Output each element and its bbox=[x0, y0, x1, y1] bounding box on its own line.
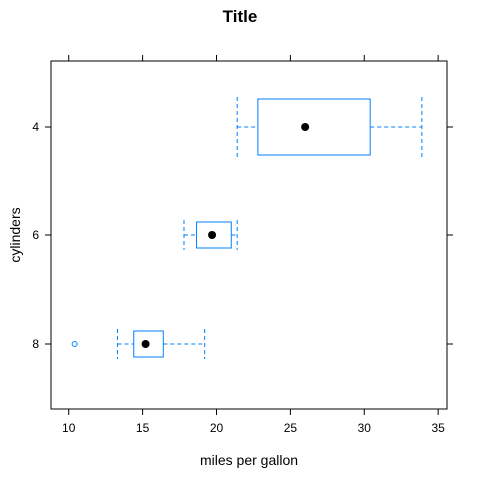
box-group-4 bbox=[236, 97, 423, 157]
box-4 bbox=[257, 98, 371, 156]
box-6 bbox=[196, 221, 232, 249]
median-dot-6 bbox=[208, 231, 217, 239]
box-group-8 bbox=[71, 329, 206, 359]
y-axis: 4 6 8 bbox=[32, 120, 453, 351]
chart-title: Title bbox=[223, 7, 258, 26]
box-8 bbox=[133, 330, 164, 358]
y-tick-label-4: 4 bbox=[32, 120, 39, 134]
x-axis: 10 15 20 25 30 35 bbox=[62, 55, 445, 435]
x-tick-label-35: 35 bbox=[431, 421, 445, 435]
x-axis-label: miles per gallon bbox=[200, 452, 298, 468]
y-tick-label-6: 6 bbox=[32, 228, 39, 242]
median-dot-8 bbox=[141, 340, 150, 348]
x-tick-label-15: 15 bbox=[136, 421, 150, 435]
outlier-8-0 bbox=[71, 341, 78, 347]
plot-panel bbox=[50, 60, 448, 410]
x-tick-label-30: 30 bbox=[358, 421, 372, 435]
y-axis-label: cylinders bbox=[7, 207, 23, 262]
y-tick-label-8: 8 bbox=[32, 337, 39, 351]
x-tick-label-10: 10 bbox=[62, 421, 76, 435]
x-tick-label-20: 20 bbox=[210, 421, 224, 435]
boxes-layer bbox=[71, 97, 423, 359]
box-group-6 bbox=[183, 220, 238, 250]
median-dot-4 bbox=[301, 123, 310, 131]
x-tick-label-25: 25 bbox=[284, 421, 298, 435]
